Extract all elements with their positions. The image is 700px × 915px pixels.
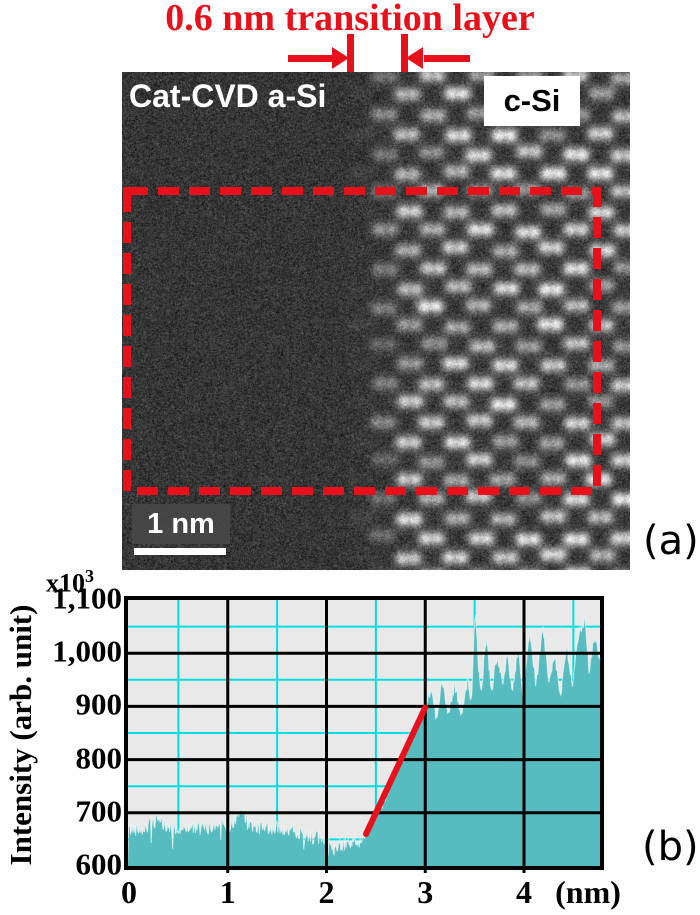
scale-bar bbox=[134, 548, 226, 555]
amorphous-region-label: Cat-CVD a-Si bbox=[129, 78, 327, 114]
y-tick-label: 1,100 bbox=[52, 580, 122, 616]
x-tick-label: 2 bbox=[318, 874, 335, 910]
left-pointing-arrowhead-icon bbox=[406, 47, 423, 69]
right-arrow-shaft bbox=[424, 55, 470, 62]
panel-b-tag: (b) bbox=[642, 824, 699, 870]
scale-bar-label-box: 1 nm bbox=[132, 504, 230, 544]
x-axis-unit-label: (nm) bbox=[555, 874, 621, 910]
panel-a-tag: (a) bbox=[643, 518, 699, 564]
y-axis-multiplier-exponent: 3 bbox=[85, 566, 94, 586]
intensity-profile-plot bbox=[124, 596, 604, 873]
scale-bar-label: 1 nm bbox=[147, 507, 215, 540]
x-tick-label: 0 bbox=[121, 874, 137, 910]
transition-layer-title: 0.6 nm transition layer bbox=[165, 0, 535, 39]
crystal-region-label-box: c-Si bbox=[484, 76, 580, 126]
y-tick-label: 600 bbox=[75, 846, 123, 882]
y-tick-label: 1,000 bbox=[52, 633, 122, 669]
intensity-profile-chart bbox=[128, 600, 601, 873]
y-axis-multiplier: x103 bbox=[46, 566, 94, 598]
x-tick-label: 4 bbox=[516, 874, 532, 910]
crystal-region-label: c-Si bbox=[503, 83, 561, 118]
roi-dashed-rectangle bbox=[123, 187, 601, 495]
y-tick-label: 700 bbox=[75, 793, 123, 829]
transition-right-tick-line bbox=[401, 34, 408, 80]
right-pointing-arrowhead-icon bbox=[332, 47, 349, 69]
x-tick-label: 1 bbox=[219, 874, 236, 910]
y-tick-label: 800 bbox=[75, 740, 123, 776]
y-tick-label: 900 bbox=[75, 686, 123, 722]
left-arrow-shaft bbox=[288, 55, 334, 62]
x-tick-label: 3 bbox=[417, 874, 434, 910]
tem-micrograph-panel: Cat-CVD a-Si c-Si 1 nm bbox=[122, 72, 630, 570]
transition-left-tick-line bbox=[347, 34, 354, 80]
